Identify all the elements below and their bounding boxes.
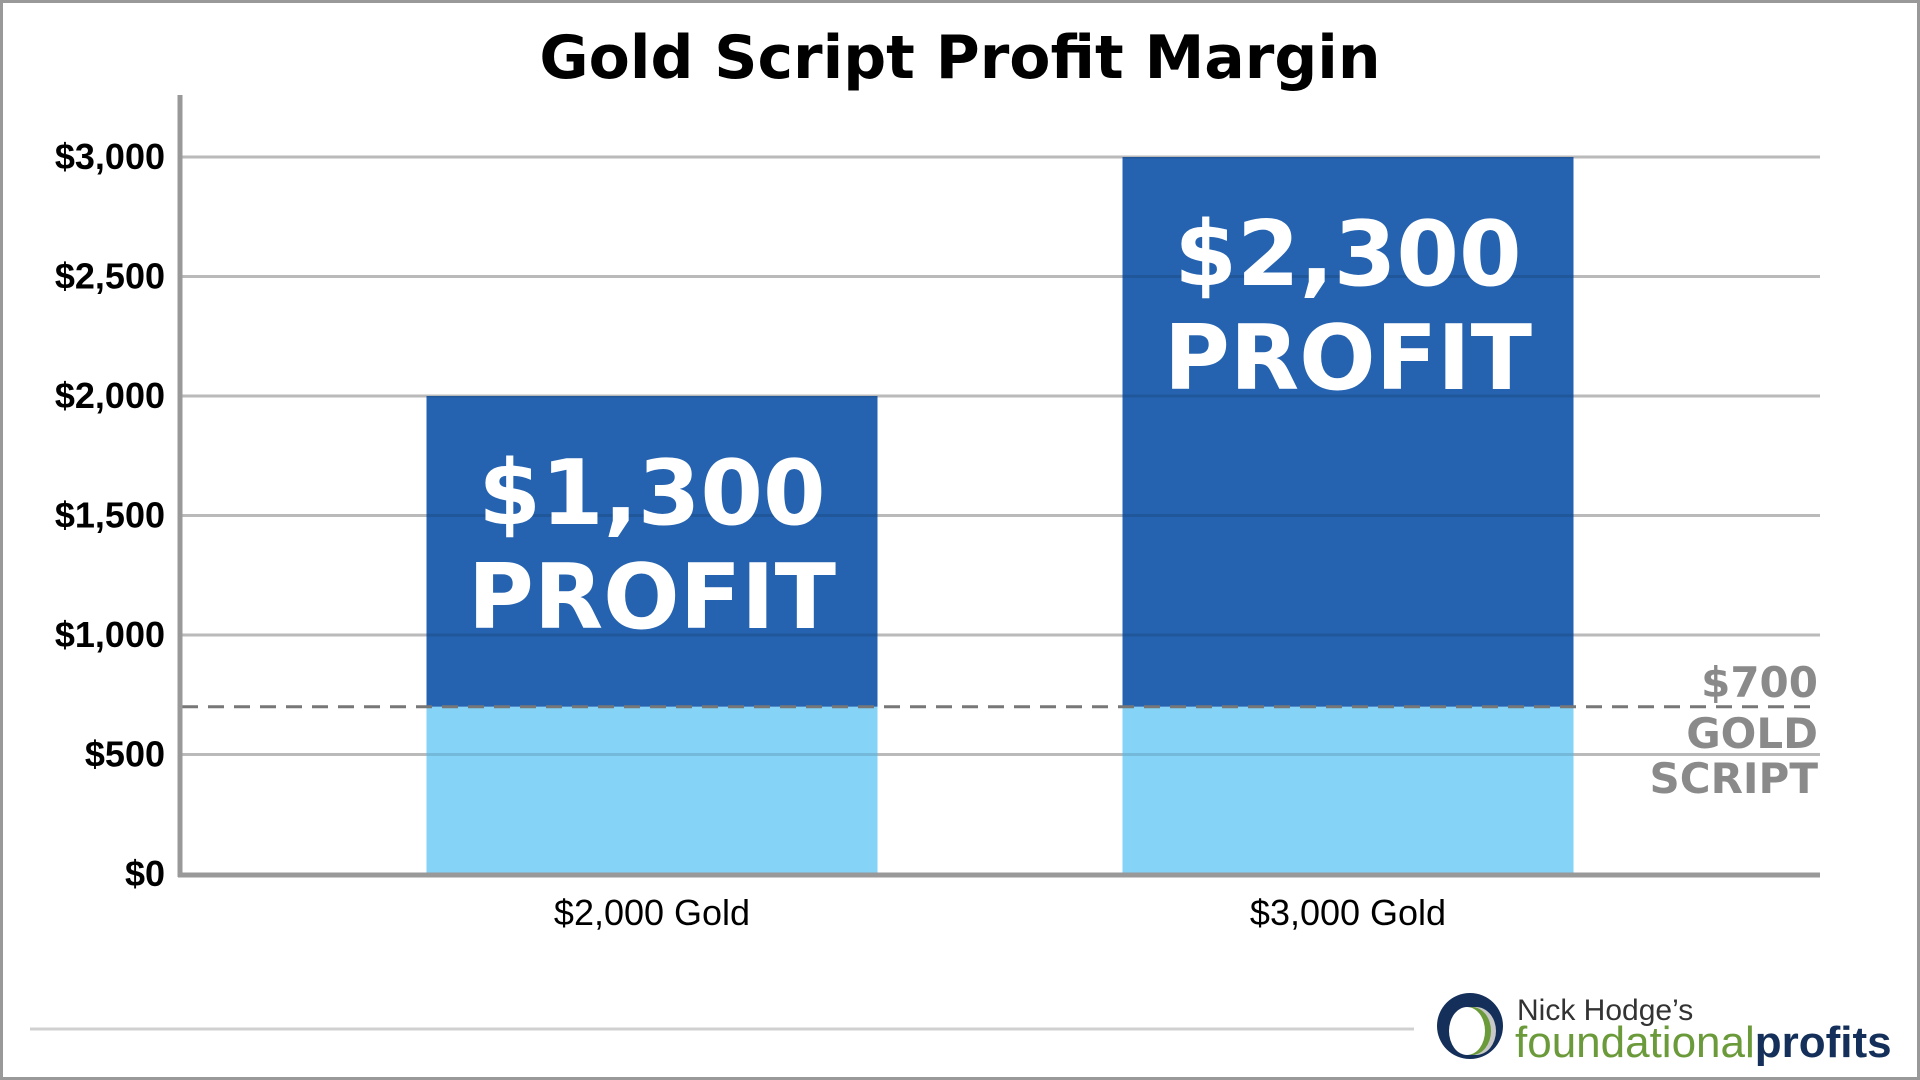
- y-tick-label: $1,500: [55, 495, 165, 536]
- reference-label-line: GOLD: [1686, 709, 1818, 758]
- reference-label-line: $700: [1701, 658, 1818, 707]
- gridlines-overlay: [182, 155, 1820, 756]
- brand-logo: Nick Hodge’s foundationalprofits: [1437, 993, 1892, 1067]
- bar-label-amount: $2,300: [1174, 202, 1521, 307]
- bars: [426, 157, 1574, 874]
- chart-title: Gold Script Profit Margin: [539, 23, 1380, 93]
- y-tick-label: $0: [125, 853, 165, 894]
- bar-label-word: PROFIT: [1164, 306, 1532, 411]
- bar-gold-script: [1122, 706, 1574, 874]
- brand-foundational: foundational: [1515, 1018, 1755, 1067]
- logo-circle-icon: [1437, 993, 1503, 1059]
- brand-profits: profits: [1755, 1018, 1892, 1067]
- x-tick-label: $3,000 Gold: [1250, 892, 1446, 933]
- y-tick-label: $2,500: [55, 256, 165, 297]
- y-tick-label: $2,000: [55, 375, 165, 416]
- bar-label-amount: $1,300: [478, 441, 825, 546]
- bar-label-word: PROFIT: [468, 545, 836, 650]
- y-tick-labels: $0 $500 $1,000 $1,500 $2,000 $2,500 $3,000: [55, 136, 165, 894]
- y-tick-label: $1,000: [55, 614, 165, 655]
- brand-line1: Nick Hodge’s: [1517, 994, 1693, 1027]
- y-tick-label: $3,000: [55, 136, 165, 177]
- reference-label-line: SCRIPT: [1650, 754, 1819, 803]
- x-tick-labels: $2,000 Gold $3,000 Gold: [554, 892, 1446, 933]
- bar-gold-script: [426, 706, 878, 874]
- brand-line2: foundationalprofits: [1515, 1018, 1892, 1067]
- axes: [177, 95, 1820, 878]
- y-tick-label: $500: [85, 734, 165, 775]
- bar-profit: [1122, 157, 1574, 707]
- bar-profit: [426, 396, 878, 707]
- x-tick-label: $2,000 Gold: [554, 892, 750, 933]
